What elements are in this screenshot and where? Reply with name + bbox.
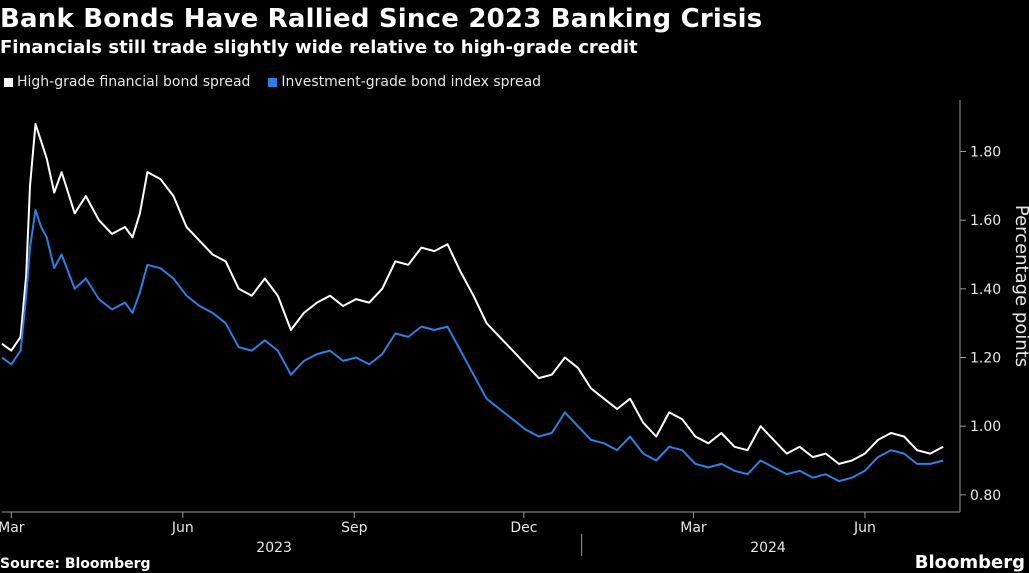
series-line-ig	[1, 208, 944, 483]
legend: High-grade financial bond spread Investm…	[4, 73, 541, 91]
x-tick-label: Dec	[510, 520, 537, 536]
source-note: Source: Bloomberg	[0, 556, 151, 572]
legend-swatch-financial	[4, 77, 13, 87]
x-tick-label: Jun	[171, 520, 194, 536]
y-tick-label: 1.60	[970, 213, 1001, 229]
legend-label-ig: Investment-grade bond index spread	[281, 74, 542, 90]
x-tick-label: Jun	[853, 520, 876, 536]
x-tick-label: Mar	[0, 520, 25, 536]
legend-label-financial: High-grade financial bond spread	[17, 74, 251, 90]
y-tick-label: 1.40	[970, 282, 1001, 298]
x-tick-label: Mar	[680, 520, 707, 536]
legend-item-financial: High-grade financial bond spread	[4, 73, 250, 91]
x-tick-label: Sep	[341, 520, 368, 536]
chart-subtitle: Financials still trade slightly wide rel…	[0, 37, 638, 58]
legend-swatch-ig	[268, 77, 278, 87]
y-tick-label: 1.80	[970, 145, 1001, 161]
legend-item-ig: Investment-grade bond index spread	[268, 73, 541, 91]
y-axis-title: Percentage points	[1011, 205, 1029, 367]
y-tick-label: 1.20	[970, 351, 1001, 367]
y-tick-label: 1.00	[970, 419, 1001, 435]
series-line-financial	[1, 123, 944, 465]
year-label: 2023	[256, 540, 292, 556]
bloomberg-logo: Bloomberg	[914, 552, 1025, 573]
chart-title: Bank Bonds Have Rallied Since 2023 Banki…	[0, 4, 763, 34]
y-tick-label: 0.80	[970, 488, 1001, 504]
year-label: 2024	[750, 540, 786, 556]
